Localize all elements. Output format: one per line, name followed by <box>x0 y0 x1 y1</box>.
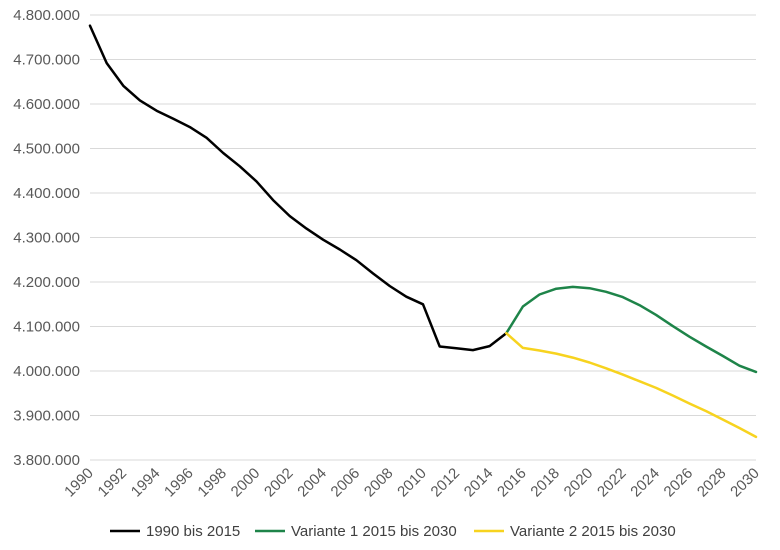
x-tick-label: 2018 <box>527 465 563 501</box>
y-tick-label: 4.500.000 <box>13 141 80 158</box>
x-tick-label: 2010 <box>394 465 430 501</box>
y-tick-label: 4.000.000 <box>13 363 80 380</box>
x-tick-label: 1996 <box>161 465 197 501</box>
x-axis: 1990199219941996199820002002200420062008… <box>61 465 763 501</box>
series-lines <box>88 24 758 439</box>
x-tick-label: 2028 <box>694 465 730 501</box>
y-tick-label: 4.600.000 <box>13 96 80 113</box>
y-tick-label: 4.700.000 <box>13 52 80 69</box>
y-tick-label: 4.100.000 <box>13 319 80 336</box>
legend-label: Variante 2 2015 bis 2030 <box>510 523 676 540</box>
series-line-1 <box>88 24 508 352</box>
y-tick-label: 4.300.000 <box>13 230 80 247</box>
x-tick-label: 2022 <box>594 465 630 501</box>
y-tick-label: 4.200.000 <box>13 274 80 291</box>
x-tick-label: 2026 <box>661 465 697 501</box>
y-tick-label: 3.800.000 <box>13 452 80 469</box>
legend-label: Variante 1 2015 bis 2030 <box>291 523 457 540</box>
y-tick-label: 4.400.000 <box>13 185 80 202</box>
x-tick-label: 2002 <box>261 465 297 501</box>
series-line-2 <box>505 285 758 374</box>
y-axis: 4.800.000 4.700.000 4.600.000 4.500.000 4.40… <box>13 7 80 469</box>
x-tick-label: 2006 <box>328 465 364 501</box>
legend: 1990 bis 2015 Variante 1 2015 bis 2030 Var… <box>110 523 676 540</box>
x-tick-label: 2008 <box>361 465 397 501</box>
series-line-3 <box>505 331 758 439</box>
x-tick-label: 2024 <box>627 465 663 501</box>
gridlines <box>90 14 756 461</box>
x-tick-label: 1998 <box>194 465 230 501</box>
x-tick-label: 1990 <box>61 465 97 501</box>
x-tick-label: 1992 <box>95 465 131 501</box>
x-tick-label: 2014 <box>461 465 497 501</box>
x-tick-label: 1994 <box>128 465 164 501</box>
x-tick-label: 2004 <box>294 465 330 501</box>
x-tick-label: 2016 <box>494 465 530 501</box>
legend-label: 1990 bis 2015 <box>146 523 240 540</box>
y-tick-label: 4.800.000 <box>13 7 80 24</box>
y-tick-label: 3.900.000 <box>13 408 80 425</box>
x-tick-label: 2030 <box>727 465 763 501</box>
x-tick-label: 2000 <box>228 465 264 501</box>
x-tick-label: 2020 <box>561 465 597 501</box>
x-tick-label: 2012 <box>428 465 464 501</box>
